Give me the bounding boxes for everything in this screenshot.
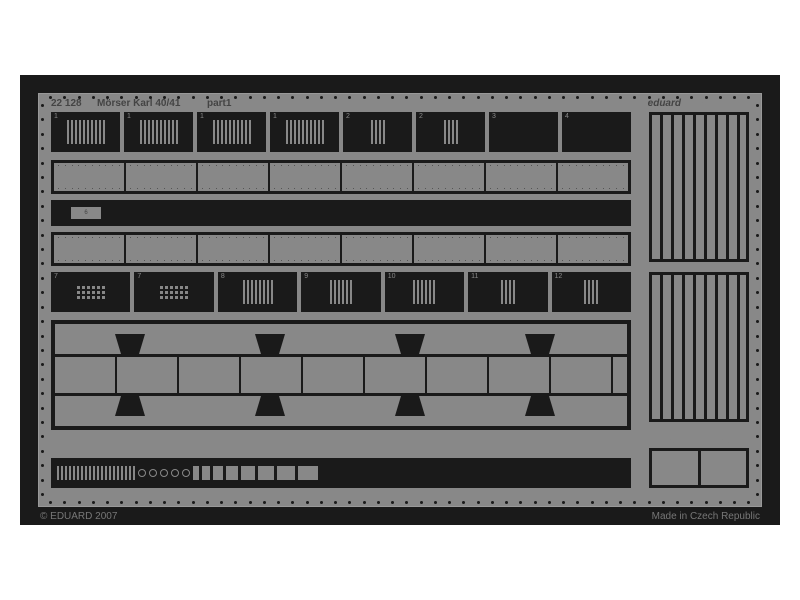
edge-holes-left: [41, 104, 44, 496]
part-label: 13: [43, 328, 50, 334]
deck-plate-bot: [55, 396, 627, 426]
part-label: 5: [43, 170, 46, 176]
top-cell: 2: [416, 112, 485, 152]
mid-cell: 11: [468, 272, 547, 312]
right-bottom-part: [652, 451, 698, 485]
product-id: 22 128: [51, 98, 82, 109]
brand-label: eduard: [648, 98, 681, 109]
edge-holes-top: [49, 96, 751, 99]
main-area: 11112234 5 6 7789101112 13: [51, 112, 749, 488]
mid-cells-row: 7789101112: [51, 272, 631, 312]
top-cell: 1: [270, 112, 339, 152]
right-strip-1: [649, 112, 749, 262]
top-cell: 1: [51, 112, 120, 152]
long-strip-2: [51, 232, 631, 266]
mid-cell: 12: [552, 272, 631, 312]
left-section: 11112234 5 6 7789101112 13: [51, 112, 631, 488]
deck-plate-top: [55, 324, 627, 354]
mid-cell: 7: [51, 272, 130, 312]
made-in: Made in Czech Republic: [652, 511, 760, 522]
mid-cell: 10: [385, 272, 464, 312]
right-strip-2: [649, 272, 749, 422]
gap-tab: 6: [71, 207, 101, 219]
edge-holes-right: [756, 104, 759, 496]
deck-section: 13 14: [51, 320, 631, 430]
mid-cell: 9: [301, 272, 380, 312]
right-bottom-part: [701, 451, 747, 485]
long-strip-1: 5: [51, 160, 631, 194]
outer-frame: 22 128 Mörser Karl 40/41 part1 eduard 11…: [20, 75, 780, 525]
top-cells-row: 11112234: [51, 112, 631, 152]
edge-holes-bottom: [49, 501, 751, 504]
part-label: 14: [43, 416, 50, 422]
photoetch-fret: 22 128 Mörser Karl 40/41 part1 eduard 11…: [38, 93, 762, 507]
top-cell: 4: [562, 112, 631, 152]
product-name: Mörser Karl 40/41: [97, 98, 180, 109]
top-cell: 1: [197, 112, 266, 152]
bottom-detail-row: [51, 458, 631, 488]
gap-bar: 6: [51, 200, 631, 226]
part-label: 27: [701, 102, 709, 109]
deck-plate-mid: [55, 357, 627, 393]
mid-cell: 7: [134, 272, 213, 312]
part-label: 29: [721, 439, 729, 446]
right-strip-3: [649, 448, 749, 488]
copyright: © EDUARD 2007: [40, 511, 117, 522]
top-cell: 1: [124, 112, 193, 152]
part-number: part1: [207, 98, 231, 109]
top-cell: 2: [343, 112, 412, 152]
mid-cell: 8: [218, 272, 297, 312]
part-label: 28: [669, 439, 677, 446]
right-section: 27 28 29: [649, 112, 749, 488]
top-cell: 3: [489, 112, 558, 152]
